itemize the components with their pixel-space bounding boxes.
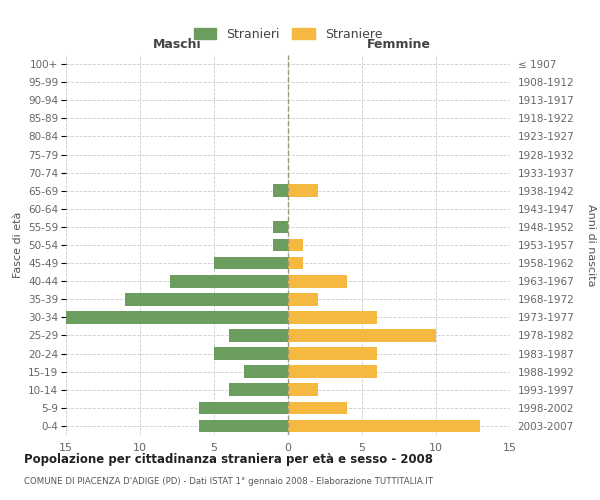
Bar [288, 366, 377, 378]
Bar [125, 293, 288, 306]
Bar [288, 420, 481, 432]
Bar [288, 293, 317, 306]
Text: Maschi: Maschi [152, 38, 202, 52]
Text: COMUNE DI PIACENZA D'ADIGE (PD) - Dati ISTAT 1° gennaio 2008 - Elaborazione TUTT: COMUNE DI PIACENZA D'ADIGE (PD) - Dati I… [24, 478, 433, 486]
Bar [244, 366, 288, 378]
Bar [214, 257, 288, 270]
Bar [288, 238, 303, 252]
Bar [229, 384, 288, 396]
Y-axis label: Anni di nascita: Anni di nascita [586, 204, 595, 286]
Bar [170, 275, 288, 287]
Bar [199, 420, 288, 432]
Bar [273, 238, 288, 252]
Bar [229, 329, 288, 342]
Bar [288, 384, 317, 396]
Text: Femmine: Femmine [367, 38, 431, 52]
Bar [66, 311, 288, 324]
Bar [288, 347, 377, 360]
Bar [288, 275, 347, 287]
Bar [199, 402, 288, 414]
Bar [288, 402, 347, 414]
Legend: Stranieri, Straniere: Stranieri, Straniere [194, 28, 382, 41]
Bar [288, 311, 377, 324]
Bar [273, 220, 288, 233]
Bar [288, 257, 303, 270]
Bar [273, 184, 288, 197]
Y-axis label: Fasce di età: Fasce di età [13, 212, 23, 278]
Text: Popolazione per cittadinanza straniera per età e sesso - 2008: Popolazione per cittadinanza straniera p… [24, 452, 433, 466]
Bar [214, 347, 288, 360]
Bar [288, 184, 317, 197]
Bar [288, 329, 436, 342]
